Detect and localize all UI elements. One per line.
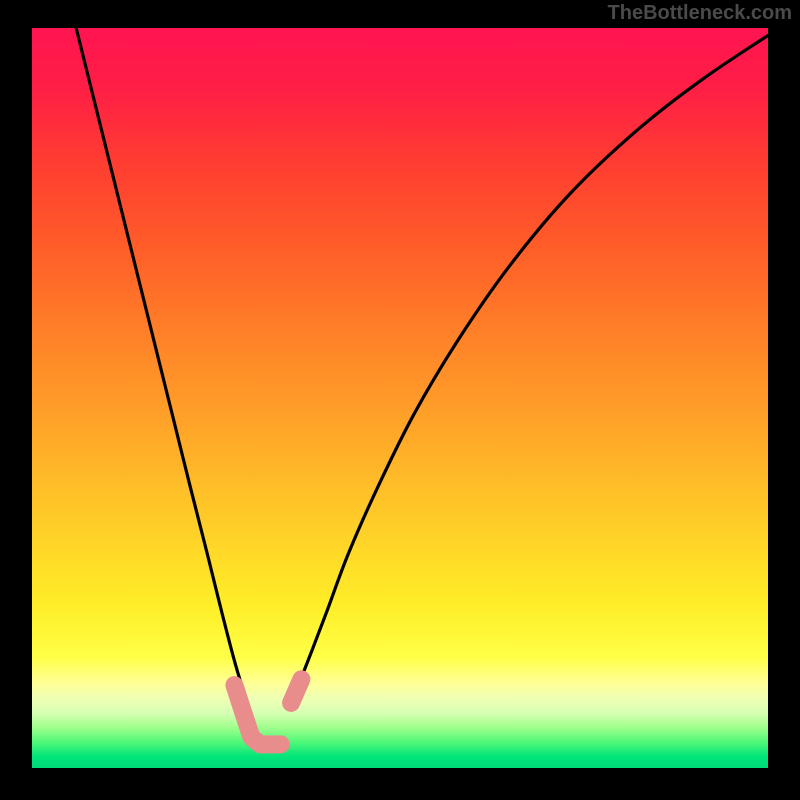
bottleneck-curve [32,28,768,768]
watermark-text: TheBottleneck.com [608,2,792,25]
chart-container: TheBottleneck.com [0,0,800,800]
plot-area [32,28,768,768]
